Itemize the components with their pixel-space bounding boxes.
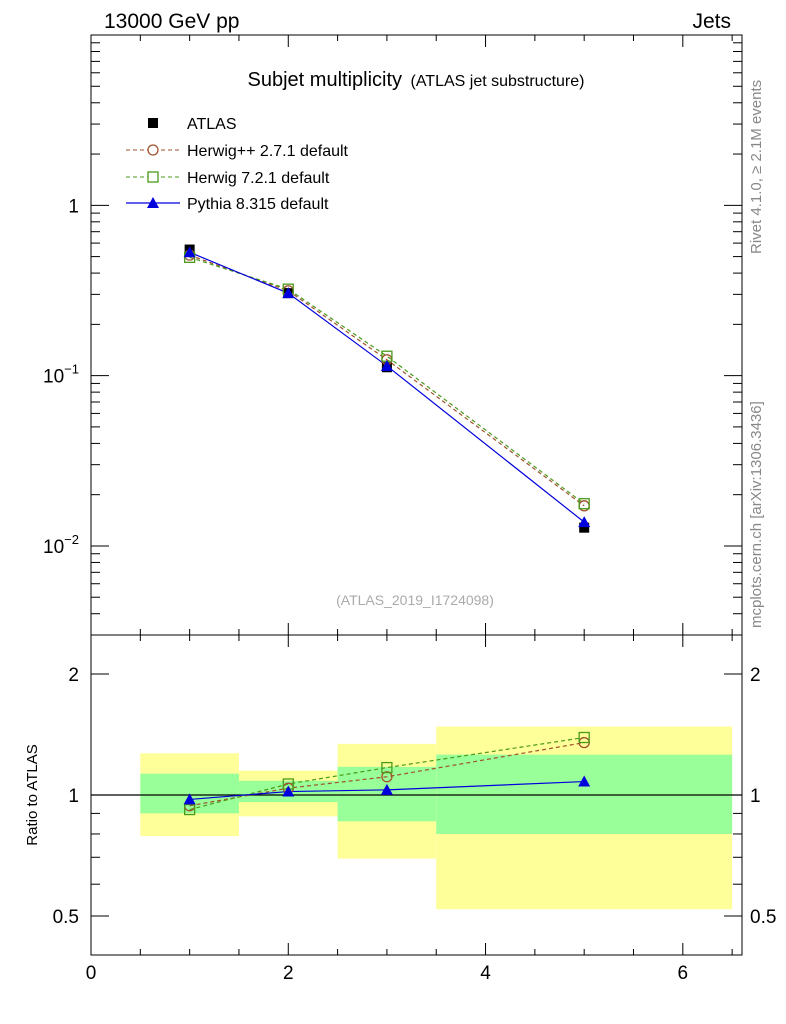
ratio-herwig-7-2-1-default-marker: [183, 803, 196, 816]
ratio-pythia-8-315-default-marker: [578, 775, 591, 787]
main-line-pythia-8-315-default: [189, 251, 585, 523]
main-panel: 1 10−1 10−2 Subjet multiplicity (ATLAS jet…: [43, 34, 743, 636]
main-pythia-8-315-default-marker: [380, 359, 393, 371]
ratio-y-tick-label-left: 0.5: [53, 907, 79, 928]
legend: ATLAS Herwig++ 2.7.1 default Herwig 7.2.…: [126, 116, 349, 213]
chart-title-main: Subjet multiplicity: [248, 69, 403, 91]
legend-herwigpp-label: Herwig++ 2.7.1 default: [187, 143, 349, 160]
main-atlas-marker: [579, 522, 590, 533]
ratio-x-tick-label: 2: [283, 963, 294, 984]
ratio-x-tick-label: 4: [480, 963, 491, 984]
main-y-tick-label: 1: [68, 196, 79, 217]
ratio-panel: 0.5 0.5 1 1 2 2 0 2 4 6 Ratio to ATLAS: [24, 634, 777, 984]
ratio-y-tick-label-left: 2: [68, 665, 79, 686]
main-series-lines: [189, 251, 585, 523]
main-y-tick-label: 10−1: [43, 362, 79, 388]
ratio-pythia-8-315-default-marker: [183, 793, 196, 805]
ratio-pythia-8-315-default-marker: [380, 783, 393, 795]
legend-herwig7-label: Herwig 7.2.1 default: [187, 170, 330, 187]
ratio-series-lines: [189, 736, 585, 811]
ratio-y-tick-label-right: 2: [750, 665, 761, 686]
main-y-tick-label: 10−2: [43, 532, 79, 558]
ratio-axis-ticks: [90, 635, 742, 956]
legend-herwig7-marker: [147, 171, 159, 183]
ratio-band-green: [436, 754, 733, 834]
ratio-x-tick-label: 6: [678, 963, 689, 984]
main-axis-ticks: [90, 35, 742, 636]
legend-entry-pythia: Pythia 8.315 default: [126, 196, 329, 213]
ratio-herwig-2-7-1-default-marker: [381, 771, 393, 783]
ratio-herwig-7-2-1-default-marker: [381, 761, 393, 774]
legend-entry-atlas: ATLAS: [148, 116, 237, 133]
main-pythia-8-315-default-marker: [183, 246, 196, 258]
ratio-tick-labels: 0.5 0.5 1 1 2 2 0 2 4 6: [53, 665, 777, 984]
ratio-y-tick-label-right: 0.5: [750, 907, 776, 928]
main-line-herwig-2-7-1-default: [189, 254, 585, 507]
ratio-herwig-7-2-1-default-marker: [578, 731, 590, 744]
main-y-tick-labels: 1 10−1 10−2: [43, 196, 79, 558]
mcplots-source-label: mcplots.cern.ch [arXiv:1306.3436]: [748, 401, 765, 628]
main-pythia-8-315-default-marker: [578, 516, 591, 528]
chart-title: Subjet multiplicity (ATLAS jet substruct…: [248, 69, 585, 91]
ratio-uncertainty-bands: [140, 726, 733, 910]
legend-pythia-marker: [147, 197, 159, 208]
ratio-line-pythia-8-315-default: [189, 780, 585, 801]
legend-herwigpp-marker: [147, 144, 159, 156]
main-series-markers: [183, 244, 591, 533]
ratio-pythia-8-315-default-marker: [282, 785, 295, 797]
legend-atlas-marker: [148, 118, 158, 128]
legend-pythia-label: Pythia 8.315 default: [187, 196, 329, 213]
chart-title-sub: (ATLAS jet substructure): [410, 73, 584, 90]
main-pythia-8-315-default-marker: [282, 287, 295, 299]
rivet-version-label: Rivet 4.1.0, ≥ 2.1M events: [748, 80, 765, 254]
main-herwig-7-2-1-default-marker: [578, 498, 590, 510]
ratio-y-axis-label: Ratio to ATLAS: [24, 744, 41, 845]
ratio-y-tick-label-left: 1: [68, 786, 79, 807]
ratio-y-tick-label-right: 1: [750, 786, 761, 807]
legend-entry-herwigpp: Herwig++ 2.7.1 default: [126, 143, 349, 160]
header-process-label: Jets: [692, 10, 731, 33]
ratio-x-tick-label: 0: [86, 963, 97, 984]
main-line-herwig-7-2-1-default: [189, 256, 585, 505]
ratio-series-markers: [183, 731, 591, 816]
header-energy-label: 13000 GeV pp: [104, 10, 239, 33]
legend-entry-herwig7: Herwig 7.2.1 default: [126, 170, 330, 187]
ratio-line-herwig-7-2-1-default: [189, 736, 585, 811]
legend-atlas-label: ATLAS: [187, 116, 237, 133]
analysis-watermark: (ATLAS_2019_I1724098): [336, 592, 494, 608]
